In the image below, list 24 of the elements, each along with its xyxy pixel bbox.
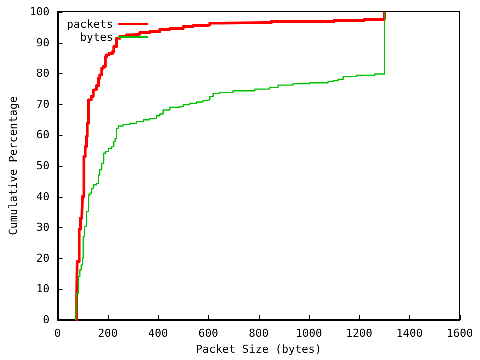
x-tick-label: 800 xyxy=(248,327,269,340)
y-tick-label: 0 xyxy=(43,314,50,326)
legend-label: packets xyxy=(67,18,114,31)
y-axis-title: Cumulative Percentage xyxy=(7,96,20,236)
y-tick-label: 50 xyxy=(36,160,50,172)
x-tick-label: 1600 xyxy=(446,327,474,340)
x-tick-label: 1200 xyxy=(346,327,373,340)
y-tick-label: 40 xyxy=(36,190,50,204)
y-tick-label: 20 xyxy=(36,252,50,265)
y-tick-label: 70 xyxy=(36,98,50,111)
x-tick-label: 0 xyxy=(54,327,62,340)
y-tick-label: 90 xyxy=(36,36,50,50)
x-tick-label: 600 xyxy=(198,327,219,340)
y-tick-label: 60 xyxy=(36,128,50,142)
x-tick-label: 200 xyxy=(98,327,118,340)
x-tick-label: 1000 xyxy=(296,327,322,340)
x-tick-label: 1400 xyxy=(396,327,423,340)
x-tick-label: 400 xyxy=(148,327,168,340)
legend-label: bytes xyxy=(80,31,114,44)
y-tick-label: 80 xyxy=(36,67,50,80)
x-axis-title: Packet Size (bytes) xyxy=(196,342,322,356)
y-tick-label: 30 xyxy=(36,221,50,234)
y-tick-label: 10 xyxy=(36,282,50,296)
y-tick-label: 100 xyxy=(30,6,50,18)
